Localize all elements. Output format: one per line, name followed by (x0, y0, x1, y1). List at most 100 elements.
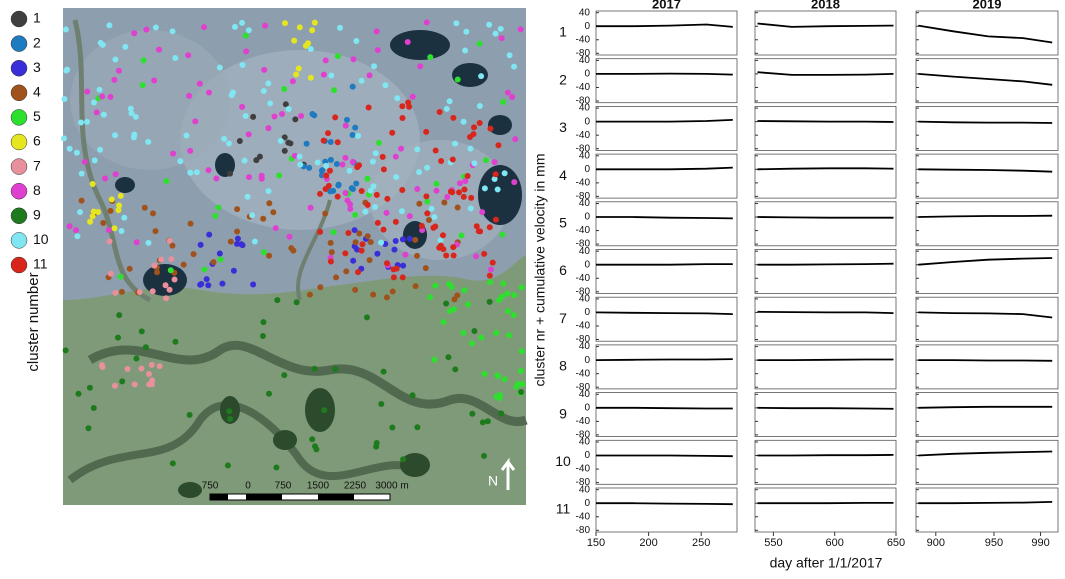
cluster-point (376, 140, 382, 146)
cluster-point (218, 256, 224, 262)
cluster-point (394, 95, 400, 101)
cluster-point (427, 294, 433, 300)
cluster-point (304, 141, 310, 147)
cluster-point (506, 332, 512, 338)
cluster-point (349, 185, 355, 191)
y-tick-label: -40 (576, 130, 591, 141)
lake (143, 264, 187, 296)
north-label: N (488, 473, 498, 489)
cluster-point (504, 291, 510, 297)
panel (916, 250, 1058, 294)
scale-bar-segment (210, 494, 228, 500)
cluster-point (462, 47, 468, 53)
cluster-point (84, 119, 90, 125)
cluster-point (245, 194, 251, 200)
cluster-point (364, 176, 370, 182)
y-tick-label: 0 (584, 355, 590, 366)
y-tick-label: -40 (576, 464, 591, 475)
cluster-point (150, 288, 156, 294)
x-tick-label: 200 (639, 537, 657, 549)
cluster-point (192, 118, 198, 124)
cluster-point (152, 228, 158, 234)
cluster-point (455, 205, 461, 211)
cluster-point (98, 40, 104, 46)
y-tick-label: 0 (584, 498, 590, 509)
cluster-point (282, 148, 288, 154)
cluster-point (370, 159, 376, 165)
cluster-point (370, 292, 376, 298)
cluster-point (328, 157, 334, 163)
cluster-point (282, 20, 288, 26)
cluster-point (353, 38, 359, 44)
cluster-point (329, 249, 335, 255)
cluster-point (461, 194, 467, 200)
y-tick-label: -40 (576, 34, 591, 45)
cluster-point (265, 80, 271, 86)
cluster-point (119, 289, 125, 295)
scale-bar-frame (210, 494, 390, 500)
cluster-point (391, 247, 397, 253)
cluster-point (234, 228, 240, 234)
cluster-point (359, 241, 365, 247)
y-tick-label: 40 (579, 55, 591, 66)
cluster-point (400, 236, 406, 242)
cluster-point (221, 136, 227, 142)
cluster-point (453, 20, 459, 26)
cluster-point (112, 383, 118, 389)
mean-line (758, 455, 894, 456)
cluster-point (431, 214, 437, 220)
x-tick-label: 550 (764, 537, 782, 549)
cluster-point (131, 131, 137, 137)
cluster-point (474, 223, 480, 229)
panel (916, 154, 1058, 198)
cluster-point (306, 165, 312, 171)
cluster-point (125, 366, 131, 372)
cluster-point (205, 282, 211, 288)
y-tick-label: 40 (579, 437, 591, 448)
cluster-point (205, 167, 211, 173)
cluster-point (444, 194, 450, 200)
cluster-point (112, 132, 118, 138)
cluster-point (457, 180, 463, 186)
cluster-point (211, 259, 217, 265)
cluster-point (332, 366, 338, 372)
cluster-point (242, 158, 248, 164)
cluster-point (449, 189, 455, 195)
cluster-point (368, 239, 374, 245)
panel (755, 59, 896, 103)
cluster-point (429, 206, 435, 212)
cluster-point (235, 236, 241, 242)
cluster-point (479, 209, 485, 215)
cluster-point (185, 52, 191, 58)
mean-line (758, 360, 894, 361)
cluster-point (355, 269, 361, 275)
panel (596, 440, 737, 484)
cluster-point (132, 381, 138, 387)
y-tick-label: -40 (576, 321, 591, 332)
cluster-point (381, 166, 387, 172)
cluster-point (87, 385, 93, 391)
cluster-point (424, 19, 430, 25)
cluster-point (170, 460, 176, 466)
cluster-point (270, 209, 276, 215)
y-tick-label: 40 (579, 246, 591, 257)
cluster-point (406, 104, 412, 110)
cluster-point (149, 381, 155, 387)
cluster-point (146, 371, 152, 377)
cluster-point (101, 112, 107, 118)
cluster-point (151, 78, 157, 84)
cluster-point (366, 104, 372, 110)
cluster-point (265, 188, 271, 194)
cluster-point (347, 168, 353, 174)
mean-line (758, 121, 894, 122)
panel (755, 297, 896, 341)
panel (916, 297, 1058, 341)
mean-line (918, 216, 1052, 217)
legend-label: 6 (33, 133, 41, 149)
cluster-point (276, 172, 282, 178)
cluster-point (240, 62, 246, 68)
mean-line (758, 168, 894, 169)
legend-swatch (11, 232, 27, 248)
cluster-point (260, 319, 266, 325)
cluster-point (167, 287, 173, 293)
